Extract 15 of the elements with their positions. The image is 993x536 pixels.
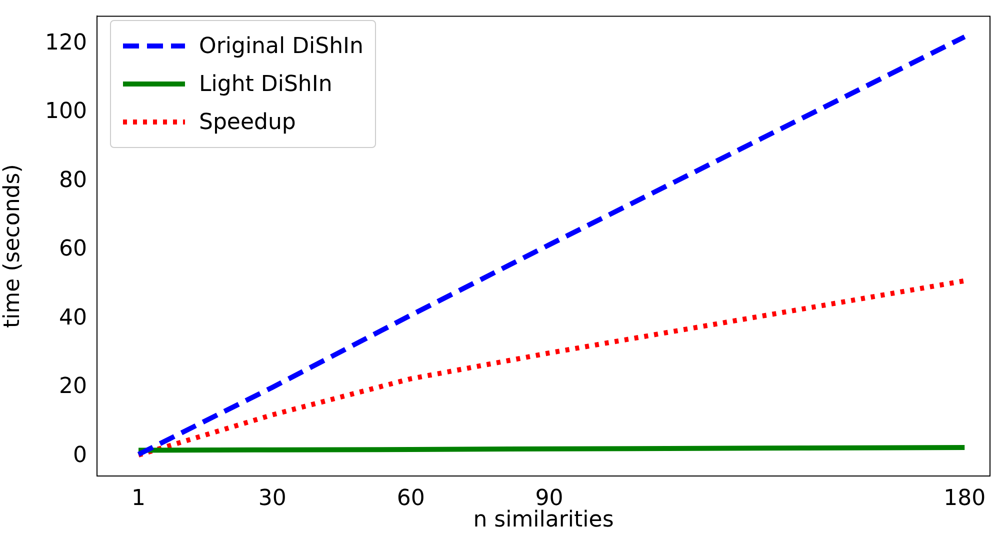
y-tick-label: 0 [73,442,87,468]
y-tick-label: 20 [59,374,87,400]
x-tick-label: 30 [258,486,286,511]
x-tick-label: 60 [396,486,425,511]
legend-label: Speedup [199,110,296,134]
legend-label: Original DiShIn [199,34,364,58]
y-axis-title: time (seconds) [0,164,25,328]
y-tick-label: 40 [59,305,87,330]
x-tick-label: 1 [132,486,146,511]
y-tick-label: 120 [45,30,87,56]
y-tick-label: 60 [59,236,87,262]
y-tick-label: 80 [59,168,87,193]
y-tick-label: 100 [45,99,87,124]
legend-label: Light DiShIn [199,72,332,96]
x-tick-label: 180 [944,486,986,511]
